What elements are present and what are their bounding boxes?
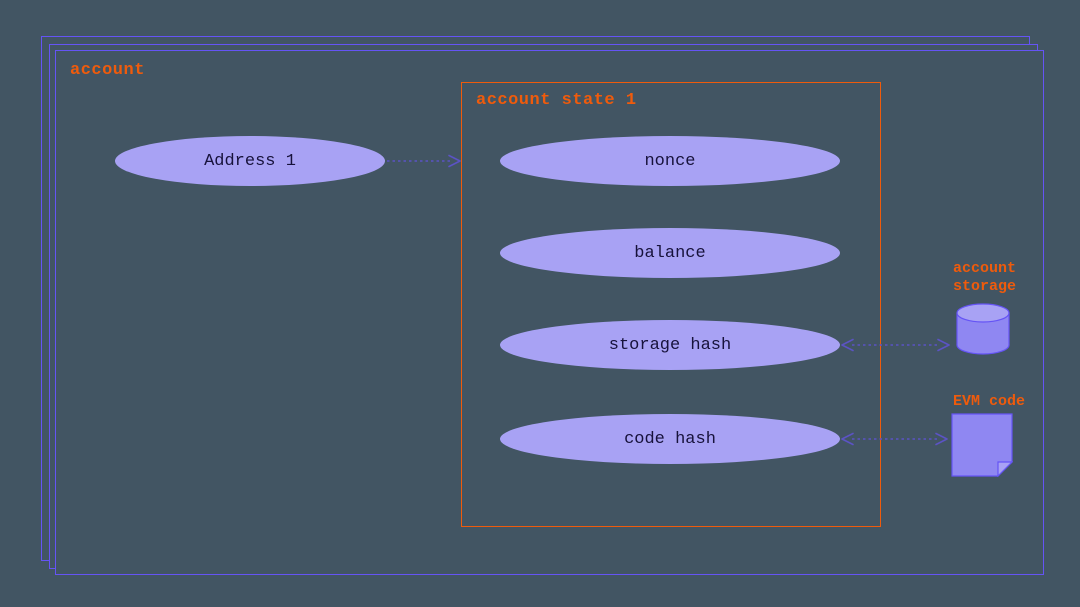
account-state-title: account state 1 [476,91,637,110]
nonce-label: nonce [644,152,695,171]
account-storage-label: accountstorage [953,260,1016,297]
address-node: Address 1 [115,136,385,186]
arrow-address-to-state [375,149,472,173]
evm-code-doc-icon [951,413,1013,477]
balance-node: balance [500,228,840,278]
storage-hash-node: storage hash [500,320,840,370]
code-hash-label: code hash [624,430,716,449]
arrow-storage-hash-to-storage [830,333,961,357]
storage-hash-label: storage hash [609,336,731,355]
code-hash-node: code hash [500,414,840,464]
address-label: Address 1 [204,152,296,171]
arrow-code-hash-to-evm-code [830,427,959,451]
nonce-node: nonce [500,136,840,186]
account-title: account [70,61,145,80]
diagram-canvas: account account state 1 Address 1 nonce … [0,0,1080,607]
balance-label: balance [634,244,705,263]
storage-cylinder-icon [955,303,1011,357]
evm-code-label: EVM code [953,393,1025,411]
